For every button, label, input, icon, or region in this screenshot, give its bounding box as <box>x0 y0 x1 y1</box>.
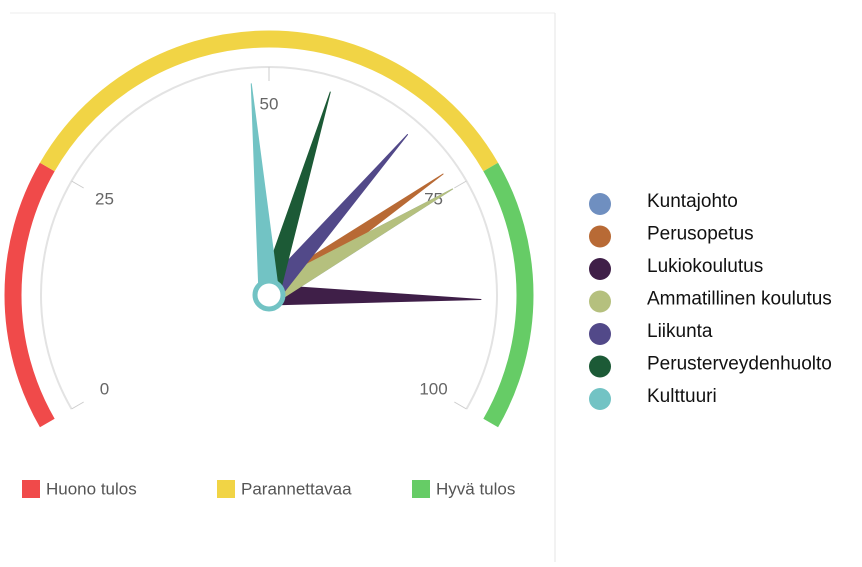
band-legend-label: Hyvä tulos <box>436 479 515 498</box>
band-legend-swatch <box>412 480 430 498</box>
band-legend-label: Parannettavaa <box>241 479 352 498</box>
legend-marker <box>589 355 611 378</box>
tick-mark <box>454 401 467 410</box>
legend-marker <box>589 323 611 345</box>
tick-mark <box>71 401 84 410</box>
gauge-band <box>483 162 534 428</box>
legend-label: Ammatillinen koulutus <box>647 289 832 310</box>
legend-marker <box>589 388 611 410</box>
legend-label: Lukiokoulutus <box>647 256 763 277</box>
needle-hub <box>252 278 286 312</box>
gauge-band <box>4 162 55 428</box>
tick-mark <box>454 180 467 189</box>
needle <box>250 83 280 297</box>
legend-label: Kulttuuri <box>647 386 717 407</box>
tick-label: 0 <box>100 379 109 398</box>
legend-label: Kuntajohto <box>647 191 738 212</box>
tick-label: 50 <box>260 94 279 113</box>
legend-marker <box>589 290 611 313</box>
tick-label: 100 <box>419 379 447 398</box>
legend-label: Perusterveydenhuolto <box>647 354 832 375</box>
band-legend-swatch <box>217 480 235 498</box>
legend-marker <box>589 258 611 280</box>
band-legend-swatch <box>22 480 40 498</box>
legend-label: Liikunta <box>647 321 713 342</box>
tick-label: 25 <box>95 189 114 208</box>
legend-marker <box>589 193 611 215</box>
band-legend-label: Huono tulos <box>46 479 137 498</box>
gauge-band <box>39 30 499 172</box>
needle <box>268 284 482 306</box>
legend-label: Perusopetus <box>647 224 754 245</box>
tick-mark <box>71 180 84 189</box>
legend-marker <box>589 225 611 248</box>
